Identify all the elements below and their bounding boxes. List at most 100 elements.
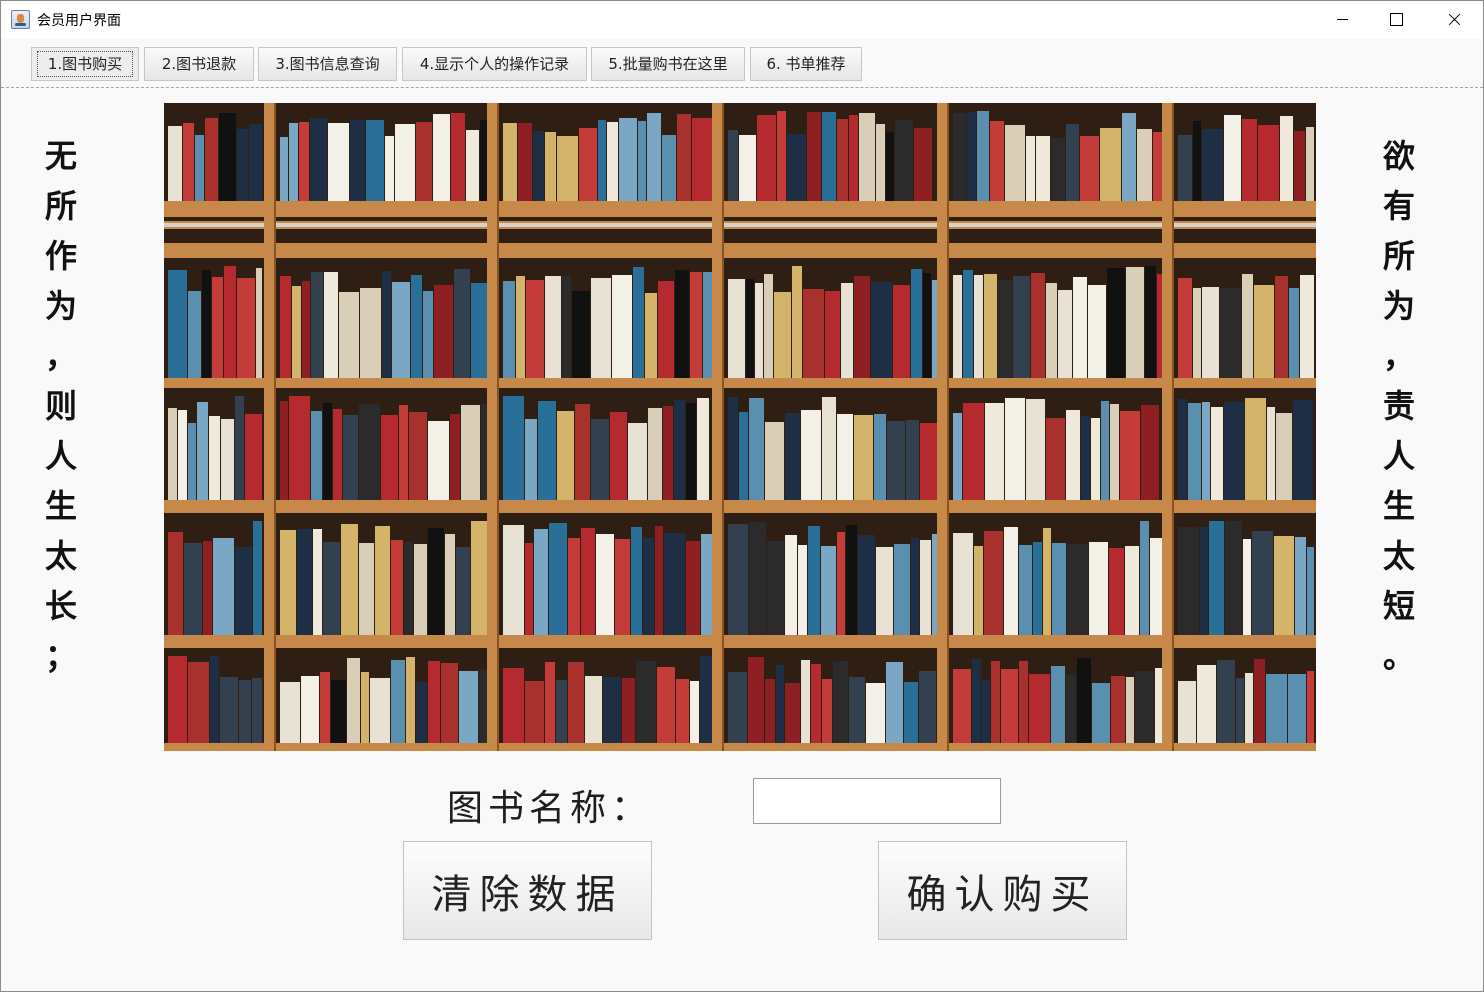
tab-operation-records[interactable]: 4.显示个人的操作记录 [402, 47, 587, 81]
book-spine [596, 534, 614, 635]
clear-data-button[interactable]: 清除数据 [403, 841, 652, 940]
book-spine [549, 523, 567, 635]
book-spine [1197, 665, 1216, 751]
book-spine [982, 680, 990, 751]
maximize-button[interactable] [1390, 1, 1453, 39]
book-spine [1275, 276, 1288, 378]
quote-char: 人 [1382, 437, 1415, 475]
book-spine [1066, 410, 1080, 500]
book-spine [591, 278, 611, 378]
book-spine [391, 660, 405, 751]
book-spine [825, 291, 840, 378]
book-spine [1209, 521, 1224, 635]
book-spine [1107, 268, 1125, 378]
book-spine [1036, 136, 1050, 201]
book-spine [676, 679, 689, 751]
book-spine [1266, 674, 1287, 751]
tab-bulk-purchase[interactable]: 5.批量购书在这里 [591, 47, 745, 81]
book-spine [471, 283, 489, 378]
book-spine [792, 266, 802, 378]
book-spine [841, 283, 853, 378]
book-spine [757, 115, 776, 201]
book-spine [1033, 542, 1042, 635]
quote-char: ， [44, 337, 77, 375]
book-spine [359, 543, 374, 635]
book-spine [675, 270, 689, 378]
book-spine [545, 276, 561, 378]
book-spine [1051, 666, 1065, 751]
book-spine [395, 124, 415, 201]
close-button[interactable] [1425, 1, 1483, 39]
book-spine [1254, 659, 1265, 751]
book-spine [433, 114, 450, 201]
tab-book-recommendation[interactable]: 6. 书单推荐 [750, 47, 862, 81]
book-spine [990, 121, 1004, 201]
bookshelf-image [164, 103, 1316, 751]
book-spine [481, 404, 489, 500]
book-spine [686, 541, 700, 635]
book-spine [1125, 546, 1139, 635]
book-spine [728, 397, 738, 500]
book-spine [811, 664, 821, 751]
book-spine [212, 277, 223, 378]
quote-char: 无 [44, 137, 77, 175]
book-spine [686, 403, 696, 500]
book-spine [188, 291, 201, 378]
book-spine [822, 112, 836, 201]
book-spine [516, 276, 525, 378]
book-spine [598, 120, 606, 201]
minimize-button[interactable] [1337, 1, 1395, 39]
tab-book-purchase[interactable]: 1.图书购买 [31, 47, 139, 81]
book-spine [657, 667, 675, 751]
book-spine [253, 521, 262, 635]
book-spine [404, 542, 413, 635]
book-spine [690, 681, 699, 751]
shelf-board [164, 743, 1316, 751]
shelf-board [164, 201, 1316, 217]
quote-char: 所 [1382, 237, 1415, 275]
book-spine [1242, 119, 1257, 201]
book-spine [876, 547, 893, 635]
quote-char: 为 [1382, 287, 1415, 325]
book-spine [1013, 276, 1030, 378]
book-spine [1211, 407, 1223, 500]
book-spine [466, 130, 479, 201]
book-spine [1294, 131, 1305, 201]
tab-label: 4.显示个人的操作记录 [419, 55, 570, 73]
book-spine [213, 538, 234, 635]
book-spine [1111, 676, 1125, 751]
book-spine [572, 291, 590, 378]
book-spine [220, 677, 238, 751]
book-spine [991, 661, 1000, 751]
book-spine [953, 275, 962, 378]
book-spine [643, 538, 654, 635]
book-name-input[interactable] [753, 778, 1001, 824]
book-spine [748, 657, 764, 751]
book-spine [1005, 125, 1025, 201]
book-spine [299, 122, 309, 201]
book-spine [803, 289, 824, 378]
book-spine [1046, 283, 1057, 378]
quote-char: 责 [1382, 387, 1415, 425]
shelf-upright [937, 103, 949, 751]
shelf-upright-shadow [274, 103, 276, 751]
book-spine [1254, 285, 1274, 378]
book-spine [221, 419, 234, 500]
book-spine [503, 281, 515, 378]
book-spine [755, 283, 763, 378]
book-spine [361, 672, 369, 751]
book-spine [219, 113, 236, 201]
book-spine [256, 268, 262, 378]
book-spine [932, 280, 937, 378]
shelf-board [164, 500, 1316, 513]
book-spine [289, 123, 298, 201]
book-spine [557, 411, 574, 500]
tab-book-refund[interactable]: 2.图书退款 [144, 47, 254, 81]
book-spine [1026, 399, 1045, 500]
book-spine [188, 423, 196, 500]
book-spine [323, 403, 332, 500]
book-spine [1307, 547, 1314, 635]
confirm-purchase-button[interactable]: 确认购买 [878, 841, 1127, 940]
tab-book-info-query[interactable]: 3.图书信息查询 [258, 47, 397, 81]
